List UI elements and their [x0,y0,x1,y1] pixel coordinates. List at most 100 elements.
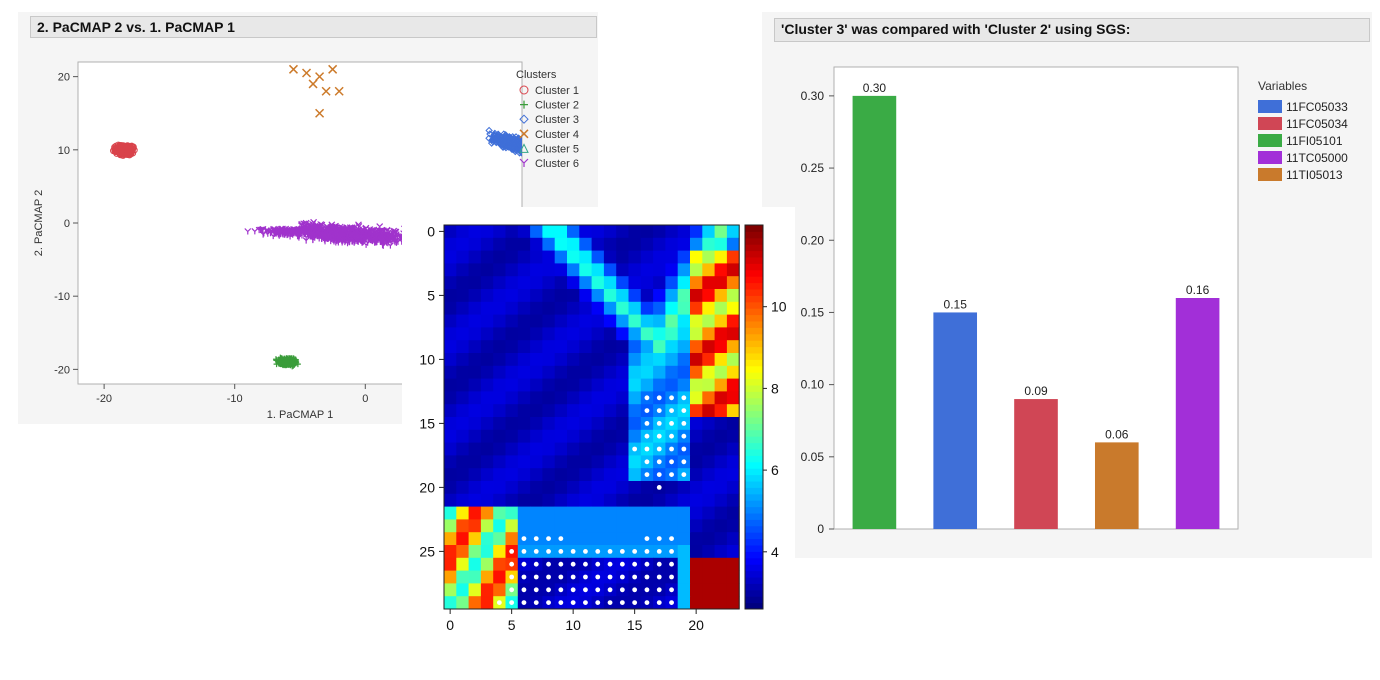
heatmap-cell [530,391,543,405]
point [344,234,352,241]
heatmap-cell [714,365,728,379]
colorbar-segment [745,519,763,527]
heatmap-cell [726,225,740,239]
heatmap-cell [468,468,482,482]
heatmap-cell [714,353,728,367]
heatmap-cell [653,506,666,520]
points-layer [110,64,535,370]
colorbar-segment [745,314,763,322]
heatmap-cell [542,417,556,431]
heatmap-cell [468,301,482,315]
heatmap-cell [579,532,592,546]
heatmap-cell [567,237,580,251]
heatmap-cell [554,225,568,239]
heatmap-cell [690,365,703,379]
colorbar-segment [745,506,763,514]
heatmap-cell [480,365,494,379]
heatmap-cell [567,468,580,482]
heatmap-cell [505,493,519,507]
marked-point [509,561,515,567]
marked-point [681,433,687,439]
heatmap-cell [640,263,654,277]
heatmap-cell [444,596,457,610]
colorbar-segment [745,372,763,380]
bar-chart: 0 0.05 0.10 0.15 0.20 0.25 0.30 0.30 0.15 0.09 0.0… [801,66,1348,536]
heatmap-cell [456,417,469,431]
heatmap-cell [505,404,519,418]
heatmap-cell [567,250,580,264]
heatmap-cell [702,481,715,495]
heatmap-cell [554,365,568,379]
legend-label: 11FC05033 [1286,100,1348,114]
series-cluster-1 [110,141,138,159]
heatmap-cell [493,417,506,431]
heatmap-cell [567,353,580,367]
marked-point [669,600,674,605]
heatmap-cell [554,429,568,443]
heatmap-cell [726,468,740,482]
legend-swatch [1258,100,1282,113]
heatmap-cell [579,250,592,264]
point [334,86,344,96]
heatmap-cell [493,237,506,251]
marked-point [607,561,613,567]
heatmap-cell [480,429,494,443]
marked-point [521,587,527,593]
heatmap-cell [456,596,469,610]
point [258,226,266,233]
heatmap-cell [726,314,740,328]
legend-label: 11TI05013 [1286,168,1343,182]
heatmap-cell [603,519,617,533]
marked-point [533,574,539,580]
marked-point [583,574,588,580]
heatmap-cell [603,340,617,354]
point [297,230,304,237]
heatmap-cell [530,301,543,315]
colorbar-segment [745,602,763,610]
point [526,141,532,147]
marked-point [619,549,625,554]
heatmap-cell [530,519,543,533]
colorbar-tick-label: 10 [771,299,787,315]
heatmap-cell [628,378,642,392]
heatmap-cell [690,391,703,405]
marked-point [546,587,551,593]
heatmap-cell [456,353,469,367]
heatmap-cell [542,391,556,405]
heatmap-cell [567,225,580,239]
point [527,144,533,150]
heatmap-cell [616,532,629,546]
heatmap-cell [665,289,679,303]
heatmap-cell [640,327,654,341]
bar-title: 'Cluster 3' was compared with 'Cluster 2… [774,18,1370,42]
heatmap-cell [714,276,728,290]
heatmap-cell [530,276,543,290]
heatmap-cell [456,276,469,290]
heatmap-cell [517,263,531,277]
heatmap-cell [677,583,691,597]
point [366,226,374,233]
heatmap-cell [640,378,654,392]
heatmap-cell [628,340,642,354]
heatmap-cell [690,404,703,418]
heatmap-cell [505,455,519,469]
x-tick-label: 0 [446,617,454,633]
heatmap-cell [530,353,543,367]
heatmap-cell [628,263,642,277]
heatmap-cell [653,340,666,354]
heatmap-cell [468,583,482,597]
heatmap-cell [480,596,494,610]
colorbar-segment [745,564,763,572]
legend-title: Clusters [516,69,557,81]
heatmap-cell [579,481,592,495]
colorbar-segment [745,513,763,520]
heatmap-cell [542,263,556,277]
point [529,145,535,151]
point [364,232,372,240]
heatmap-cell [456,442,469,456]
heatmap-cell [653,365,666,379]
heatmap-cell [517,289,531,303]
heatmap-cell [690,340,703,354]
heatmap-cell [517,340,531,354]
marked-point [595,549,601,554]
